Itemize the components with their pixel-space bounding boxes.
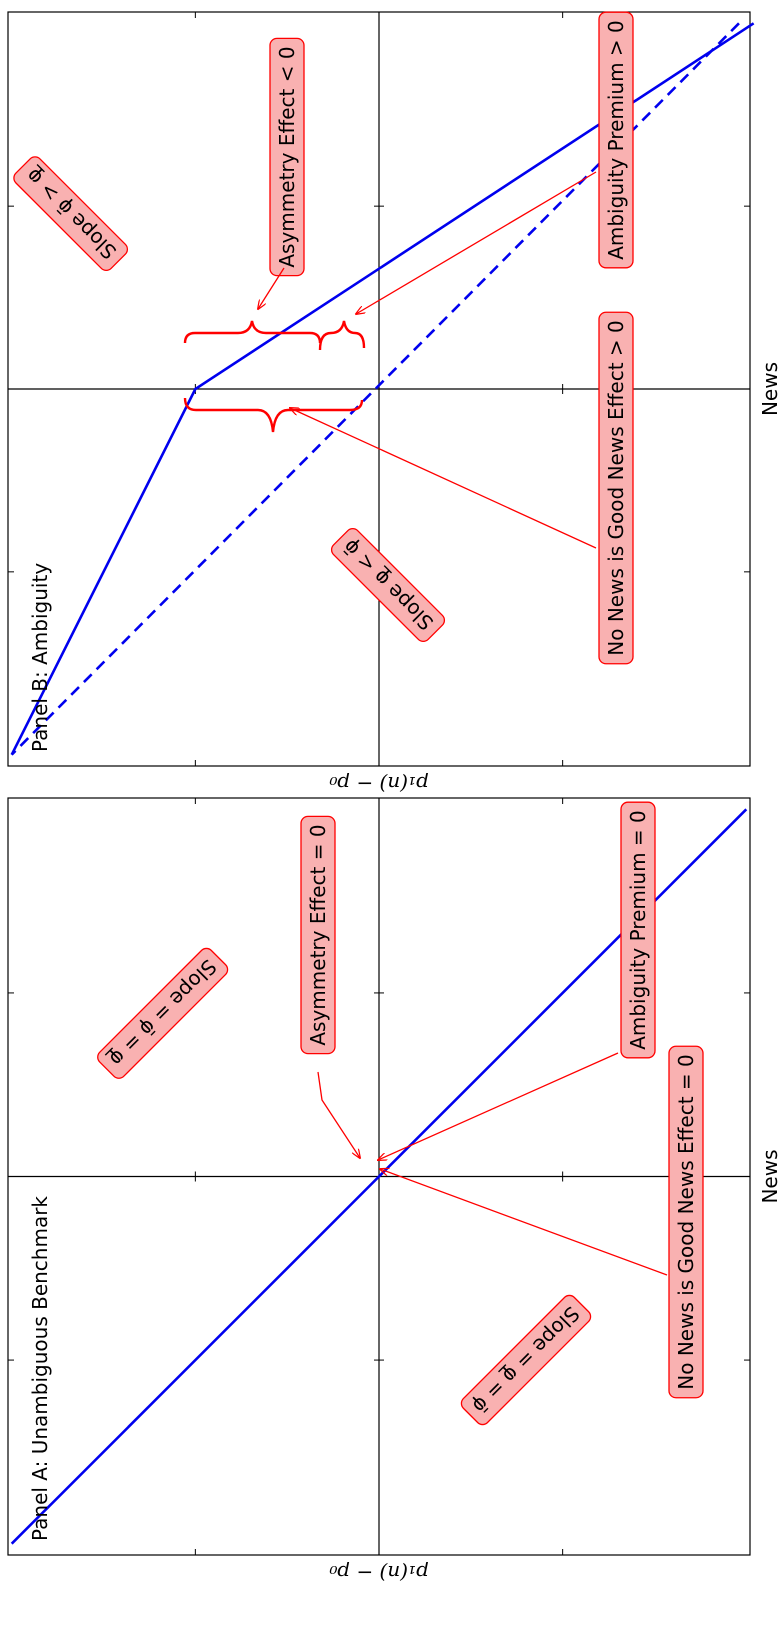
asymmetry-effect-annotation-box [269, 37, 305, 277]
slope-annotation-upper-box [13, 156, 129, 272]
asymmetry-arrow [258, 267, 285, 309]
no-news-good-news-annotation-box [668, 1045, 704, 1399]
ambiguity-premium-annotation-text: Ambiguity Premium > 0 [604, 20, 628, 260]
ambiguity-premium-annotation-box [598, 11, 634, 269]
asymmetry-leader [317, 1071, 360, 1158]
y-axis-label: p₁(n) − p₀ [329, 772, 429, 796]
ambiguity-brace [318, 320, 366, 351]
no-news-good-news-annotation-text: No News is Good News Effect = 0 [674, 1054, 698, 1389]
no-news-good-news-annotation: No News is Good News Effect = 0 [668, 1045, 704, 1399]
series-line-solid [10, 22, 755, 756]
x-axis-label: News [758, 362, 780, 416]
slope-annotation-upper-box [97, 947, 229, 1079]
y-axis-label: p₁(n) − p₀ [329, 1561, 429, 1585]
ambiguity-premium-arrow [378, 1052, 619, 1160]
asymmetry-effect-annotation-text: Asymmetry Effect < 0 [275, 46, 299, 267]
slope-annotation-upper: Slope φ̄ > φ̲ [13, 156, 129, 272]
asymmetry-effect-annotation: Asymmetry Effect = 0 [300, 815, 336, 1055]
slope-annotation-lower-box [460, 1294, 592, 1426]
asymmetry-effect-annotation-text: Asymmetry Effect = 0 [306, 824, 330, 1045]
asymmetry-effect-annotation: Asymmetry Effect < 0 [269, 37, 305, 277]
no-news-arrow [380, 1169, 668, 1276]
slope-annotation-lower-text: Slope = φ̲ = φ̄ [468, 1302, 585, 1419]
no-news-brace [183, 397, 364, 433]
panel-b: Panel B: Ambiguity News p₁(n) − p₀ Slope φ̄… [7, 11, 780, 796]
x-axis-label: News [758, 1149, 780, 1203]
ambiguity-premium-annotation: Ambiguity Premium > 0 [598, 11, 634, 269]
slope-annotation-lower: Slope = φ̲ = φ̄ [460, 1294, 592, 1426]
slope-annotation-upper: Slope = φ̄ = φ̲ [97, 947, 229, 1079]
panel-title: Panel B: Ambiguity [28, 563, 52, 752]
slope-annotation-lower-box [330, 527, 446, 643]
ambiguity-premium-annotation: Ambiguity Premium = 0 [620, 801, 656, 1059]
no-news-good-news-annotation-box [598, 311, 634, 665]
no-news-good-news-annotation: No News is Good News Effect > 0 [598, 311, 634, 665]
slope-annotation-lower-text: Slope φ̲ < φ̄ [338, 535, 438, 635]
no-news-arrow [290, 408, 597, 549]
slope-annotation-upper-text: Slope = φ̄ = φ̲ [104, 955, 221, 1072]
no-news-good-news-annotation-text: No News is Good News Effect > 0 [604, 320, 628, 655]
asymmetry-brace-upper [183, 320, 322, 344]
panel-title: Panel A: Unambiguous Benchmark [28, 1196, 52, 1541]
ambiguity-premium-annotation-text: Ambiguity Premium = 0 [626, 810, 650, 1050]
asymmetry-effect-annotation-box [300, 815, 336, 1055]
panel-a: Panel A: Unambiguous Benchmark News p₁(n) … [7, 797, 780, 1585]
slope-annotation-upper-text: Slope φ̄ > φ̲ [20, 163, 121, 264]
ambiguity-premium-arrow [356, 171, 597, 314]
ambiguity-premium-annotation-box [620, 801, 656, 1059]
slope-annotation-lower: Slope φ̲ < φ̄ [330, 527, 446, 643]
